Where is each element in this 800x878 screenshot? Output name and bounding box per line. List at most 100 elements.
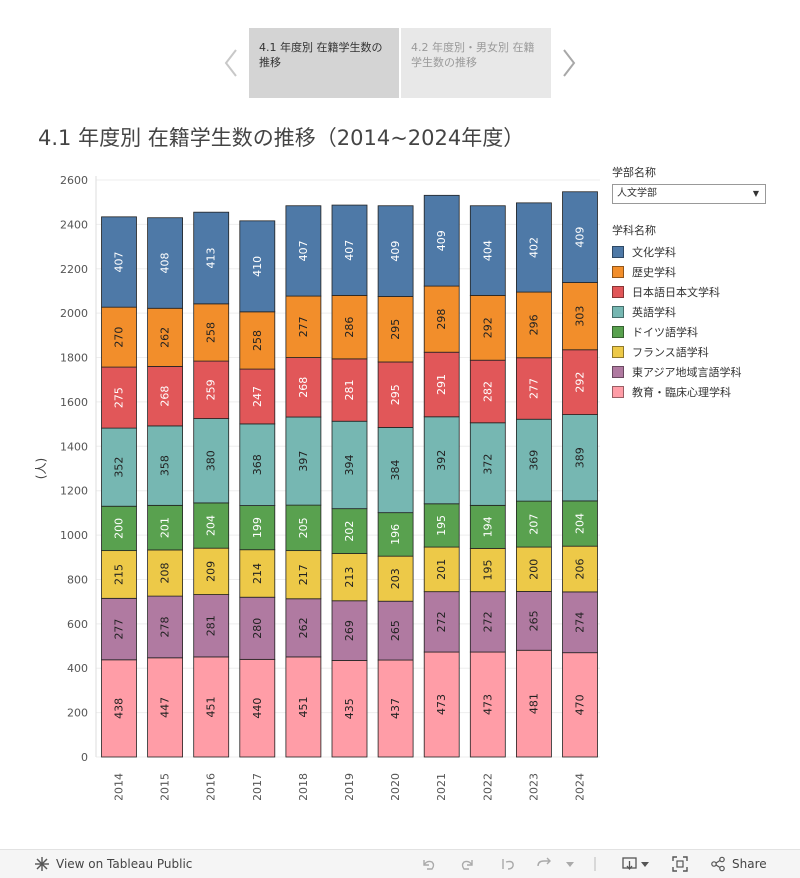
download-button[interactable] — [622, 856, 652, 872]
bar-value-label: 201 — [435, 559, 448, 580]
bar-value-label: 437 — [389, 698, 402, 719]
bar-value-label: 295 — [389, 384, 402, 405]
share-button[interactable]: Share — [710, 856, 767, 872]
bar-value-label: 397 — [297, 451, 310, 472]
bar-value-label: 451 — [205, 696, 218, 717]
caret-down-icon: ▼ — [752, 189, 759, 198]
legend-item[interactable]: フランス語学科 — [612, 342, 772, 362]
bar-segment — [239, 311, 276, 370]
bar-segment — [147, 595, 184, 659]
bar-value-label: 409 — [389, 241, 402, 262]
next-story-point-button[interactable] — [556, 46, 580, 80]
legend-item[interactable]: 教育・臨床心理学科 — [612, 382, 772, 402]
legend-item[interactable]: 歴史学科 — [612, 262, 772, 282]
bar-segment — [423, 651, 460, 758]
legend-item[interactable]: 英語学科 — [612, 302, 772, 322]
view-on-tableau-public-link[interactable]: View on Tableau Public — [34, 856, 192, 872]
bar-value-label: 206 — [574, 559, 587, 580]
bar-segment — [285, 504, 322, 552]
refresh-icon — [537, 857, 551, 867]
x-tick-label: 2018 — [297, 773, 310, 800]
bar-value-label: 247 — [251, 386, 264, 407]
story-tab-4-2[interactable]: 4.2 年度別・男女別 在籍学生数の推移 — [401, 28, 551, 98]
bar-segment — [562, 349, 598, 415]
share-label: Share — [732, 857, 767, 871]
bar-segment — [239, 220, 276, 313]
legend-swatch — [612, 326, 624, 338]
y-tick-label: 200 — [67, 707, 88, 720]
bar-value-label: 410 — [251, 256, 264, 277]
x-tick-label: 2017 — [251, 773, 264, 800]
bar-value-label: 196 — [389, 524, 402, 545]
bar-segment — [147, 217, 184, 309]
legend-item[interactable]: 文化学科 — [612, 242, 772, 262]
bar-segment — [285, 295, 322, 358]
legend-label: 歴史学科 — [632, 266, 676, 279]
bar-value-label: 440 — [251, 698, 264, 719]
legend-heading: 学科名称 — [612, 224, 656, 237]
redo-button[interactable] — [460, 856, 476, 872]
bar-value-label: 278 — [159, 616, 172, 637]
bar-segment — [331, 358, 368, 422]
bar-segment — [469, 591, 506, 653]
x-tick-label: 2021 — [435, 773, 448, 800]
bar-segment — [423, 591, 460, 653]
bar-segment — [562, 282, 598, 351]
fullscreen-button[interactable] — [672, 856, 688, 872]
revert-button[interactable] — [500, 856, 516, 872]
bar-value-label: 272 — [481, 611, 494, 632]
bar-segment — [193, 211, 230, 305]
pause-dropdown[interactable] — [565, 856, 575, 872]
undo-button[interactable] — [420, 856, 436, 872]
bar-segment — [239, 368, 276, 425]
x-tick-label: 2022 — [481, 773, 494, 800]
legend-label: 文化学科 — [632, 246, 676, 259]
bar-segment — [147, 657, 184, 758]
faculty-dropdown[interactable]: 人文学部 ▼ — [612, 184, 766, 204]
legend-swatch — [612, 266, 624, 278]
legend-swatch — [612, 306, 624, 318]
bar-segment — [147, 425, 184, 506]
bar-value-label: 402 — [527, 237, 540, 258]
legend-swatch — [612, 346, 624, 358]
refresh-button[interactable] — [536, 856, 552, 872]
story-tab-4-1[interactable]: 4.1 年度別 在籍学生数の推移 — [249, 28, 399, 98]
y-tick-label: 1200 — [60, 485, 88, 498]
bar-value-label: 207 — [527, 514, 540, 535]
bar-value-label: 270 — [113, 327, 126, 348]
previous-story-point-button[interactable] — [220, 46, 244, 80]
bar-segment — [562, 545, 598, 593]
bar-segment — [193, 418, 230, 504]
bar-value-label: 384 — [389, 460, 402, 481]
bar-segment — [516, 591, 552, 651]
fullscreen-icon — [672, 856, 688, 872]
bar-segment — [423, 194, 460, 287]
bar-segment — [516, 202, 552, 293]
legend-item[interactable]: 東アジア地域言語学科 — [612, 362, 772, 382]
bar-value-label: 272 — [435, 611, 448, 632]
bar-value-label: 274 — [574, 612, 587, 633]
bar-segment — [101, 427, 137, 507]
legend-swatch — [612, 366, 624, 378]
bar-value-label: 202 — [343, 521, 356, 542]
bar-segment — [331, 600, 368, 661]
bar-value-label: 451 — [297, 696, 310, 717]
bar-value-label: 352 — [113, 457, 126, 478]
legend-item[interactable]: ドイツ語学科 — [612, 322, 772, 342]
y-tick-label: 800 — [67, 573, 88, 586]
bar-value-label: 258 — [251, 330, 264, 351]
x-tick-label: 2024 — [574, 773, 587, 800]
bar-segment — [331, 660, 368, 758]
bar-segment — [331, 294, 368, 360]
bar-segment — [562, 414, 598, 502]
legend-item[interactable]: 日本語日本文学科 — [612, 282, 772, 302]
bar-segment — [423, 351, 460, 418]
bar-value-label: 262 — [159, 327, 172, 348]
filter-heading: 学部名称 — [612, 166, 656, 179]
bar-segment — [147, 307, 184, 367]
bar-segment — [285, 357, 322, 418]
bar-value-label: 295 — [389, 319, 402, 340]
bar-value-label: 408 — [159, 252, 172, 273]
bar-value-label: 380 — [205, 450, 218, 471]
bar-value-label: 409 — [435, 230, 448, 251]
